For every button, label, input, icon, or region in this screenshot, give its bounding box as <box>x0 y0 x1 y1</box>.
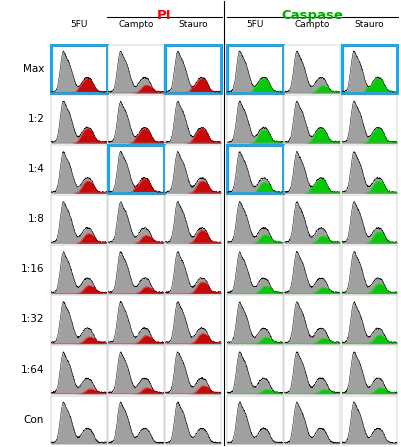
Bar <box>341 45 396 93</box>
Text: Max: Max <box>23 64 44 74</box>
Text: Stauro: Stauro <box>354 20 383 29</box>
Text: 5FU: 5FU <box>246 20 263 29</box>
Bar <box>227 145 282 193</box>
Text: 1:32: 1:32 <box>21 315 44 325</box>
Bar <box>227 45 282 93</box>
Text: PI: PI <box>157 9 172 22</box>
Text: 1:64: 1:64 <box>21 365 44 375</box>
Text: Campto: Campto <box>118 20 153 29</box>
Text: Campto: Campto <box>294 20 329 29</box>
Text: 1:8: 1:8 <box>27 214 44 224</box>
Text: Caspase: Caspase <box>281 9 342 22</box>
Text: Stauro: Stauro <box>178 20 207 29</box>
Text: 5FU: 5FU <box>70 20 87 29</box>
Bar <box>165 45 221 93</box>
Bar <box>108 145 163 193</box>
Text: 1:2: 1:2 <box>27 114 44 124</box>
Text: Con: Con <box>24 415 44 425</box>
Text: 1:16: 1:16 <box>21 264 44 274</box>
Bar <box>51 45 106 93</box>
Text: 1:4: 1:4 <box>27 164 44 174</box>
